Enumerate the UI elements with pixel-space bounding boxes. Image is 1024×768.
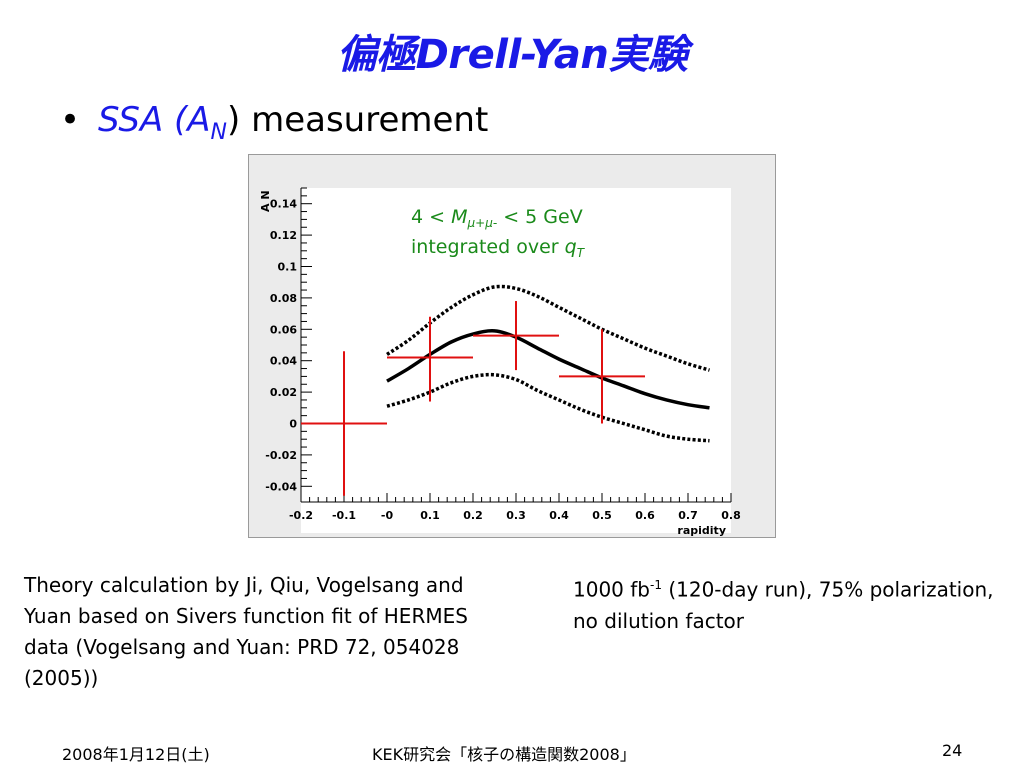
x-tick-label: -0	[381, 509, 394, 522]
bullet-term-subscript: N	[210, 119, 228, 145]
y-tick-label: 0.04	[270, 355, 297, 368]
y-tick-label: 0.1	[278, 261, 298, 274]
y-tick-label: 0.06	[270, 323, 297, 336]
luminosity-prefix: 1000 fb	[573, 577, 650, 602]
data-point	[473, 301, 559, 371]
axes	[300, 187, 732, 503]
bullet-paren: )	[227, 100, 241, 140]
data-point	[387, 316, 473, 402]
theory-band-curve	[386, 284, 710, 372]
bullet-symbol: •	[60, 100, 81, 140]
x-tick-label: 0.1	[420, 509, 440, 522]
y-tick-label: 0.14	[270, 198, 297, 211]
x-tick-label: 0.5	[592, 509, 612, 522]
y-tick-label: -0.04	[265, 480, 297, 493]
y-tick-label: 0.12	[270, 229, 297, 242]
annotation-mass-range: 4 < Mμ+μ- < 5 GeV	[411, 206, 583, 230]
slide-title: 偏極Drell-Yan実験	[336, 32, 688, 78]
plot-frame: -0.2 -0.1 -0 0.1 0.2 0.3 0.4 0.5 0.6 0.7 0.8 -0.04 -…	[248, 154, 776, 538]
bullet-suffix: measurement	[240, 100, 489, 140]
x-axis-title: rapidity	[677, 524, 726, 537]
data-points	[301, 301, 645, 496]
y-tick-label: 0.02	[270, 386, 297, 399]
x-tick-label: 0.3	[506, 509, 526, 522]
x-tick-label: 0.8	[721, 509, 741, 522]
y-tick-label: 0	[289, 418, 297, 431]
x-tick-label: 0.4	[549, 509, 569, 522]
axis-labels: -0.2 -0.1 -0 0.1 0.2 0.3 0.4 0.5 0.6 0.7 0.8 -0.04 -…	[259, 190, 741, 537]
bullet-term: SSA (AN	[98, 100, 227, 145]
x-tick-label: 0.7	[678, 509, 698, 522]
x-tick-label: -0.1	[332, 509, 356, 522]
footer-date: 2008年1月12日(土)	[62, 745, 210, 764]
luminosity-caption: 1000 fb-1 (120-day run), 75% polarizatio…	[573, 570, 1013, 637]
luminosity-suffix: (120-day run), 75% polarization, no dilu…	[573, 577, 994, 633]
data-point	[559, 329, 645, 424]
footer-page-number: 24	[942, 741, 963, 760]
annotation-integration: integrated over qT	[411, 236, 586, 260]
data-point	[301, 351, 387, 496]
luminosity-exponent: -1	[650, 578, 662, 592]
y-tick-label: 0.08	[270, 292, 297, 305]
footer-event: KEK研究会「核子の構造関数2008」	[372, 745, 636, 764]
y-axis-title: A N	[259, 190, 272, 212]
an-vs-rapidity-chart: -0.2 -0.1 -0 0.1 0.2 0.3 0.4 0.5 0.6 0.7 0.8 -0.04 -…	[259, 187, 741, 537]
bullet-point: • SSA (AN) measurement	[60, 100, 488, 145]
y-tick-label: -0.02	[265, 449, 297, 462]
x-tick-label: 0.2	[463, 509, 483, 522]
theory-caption: Theory calculation by Ji, Qiu, Vogelsang…	[24, 573, 468, 690]
theory-central-curve	[386, 329, 710, 410]
bullet-term-prefix: SSA (A	[98, 100, 211, 140]
curves	[386, 284, 710, 443]
x-tick-label: 0.6	[635, 509, 655, 522]
x-tick-label: -0.2	[289, 509, 313, 522]
